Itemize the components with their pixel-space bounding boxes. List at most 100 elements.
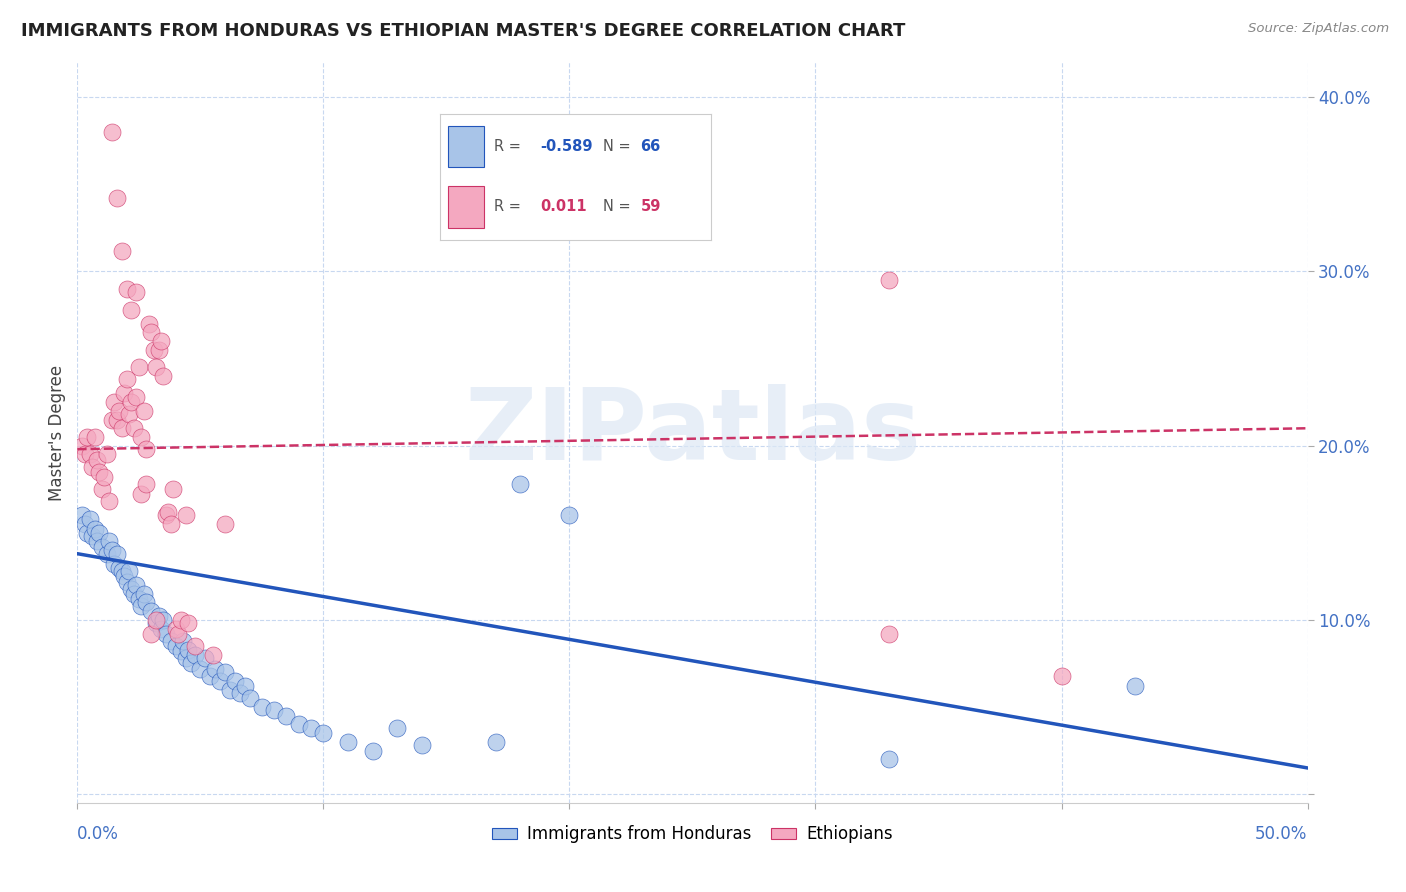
- Point: [125, 390, 148, 404]
- Point: [101, 543, 124, 558]
- Point: [129, 487, 153, 501]
- Point: [135, 477, 157, 491]
- Point: [103, 557, 125, 571]
- Point: [135, 442, 157, 457]
- Point: [209, 673, 232, 688]
- Point: [148, 343, 170, 357]
- Point: [165, 639, 187, 653]
- Point: [125, 285, 148, 300]
- Point: [145, 616, 167, 631]
- Point: [118, 564, 141, 578]
- Point: [111, 421, 132, 435]
- Point: [76, 430, 98, 444]
- Point: [250, 700, 273, 714]
- Point: [177, 616, 200, 631]
- Point: [145, 360, 167, 375]
- Point: [98, 494, 121, 508]
- Point: [194, 651, 217, 665]
- Point: [174, 508, 197, 523]
- Point: [98, 534, 121, 549]
- Point: [82, 529, 104, 543]
- Point: [879, 627, 901, 641]
- Point: [89, 465, 111, 479]
- Point: [105, 191, 128, 205]
- Point: [86, 452, 108, 467]
- Point: [150, 334, 173, 348]
- Point: [485, 735, 508, 749]
- Point: [112, 569, 135, 583]
- Point: [132, 404, 155, 418]
- Point: [233, 679, 256, 693]
- Point: [155, 627, 177, 641]
- Text: 50.0%: 50.0%: [1256, 825, 1308, 844]
- Point: [224, 673, 246, 688]
- Point: [125, 578, 148, 592]
- Point: [111, 244, 132, 258]
- Point: [121, 395, 143, 409]
- Point: [299, 721, 322, 735]
- Point: [165, 622, 187, 636]
- Point: [122, 421, 145, 435]
- Point: [135, 595, 157, 609]
- Point: [105, 547, 128, 561]
- Point: [129, 430, 153, 444]
- Point: [180, 657, 202, 671]
- Point: [89, 525, 111, 540]
- Point: [142, 343, 165, 357]
- Point: [312, 726, 335, 740]
- Point: [148, 609, 170, 624]
- Point: [79, 447, 101, 461]
- Point: [228, 686, 252, 700]
- Point: [509, 477, 531, 491]
- Point: [121, 302, 143, 317]
- Point: [167, 627, 190, 641]
- Y-axis label: Master's Degree: Master's Degree: [48, 365, 66, 500]
- Point: [129, 599, 153, 613]
- Point: [111, 564, 132, 578]
- Point: [200, 668, 222, 682]
- Point: [101, 412, 124, 426]
- Point: [1050, 668, 1073, 682]
- Point: [118, 407, 141, 421]
- Point: [152, 369, 174, 384]
- Point: [201, 648, 224, 662]
- Point: [115, 574, 138, 589]
- Point: [157, 505, 180, 519]
- Point: [1125, 679, 1147, 693]
- Point: [83, 522, 105, 536]
- Point: [204, 662, 226, 676]
- Point: [128, 592, 150, 607]
- Point: [361, 743, 384, 757]
- Point: [174, 651, 197, 665]
- Point: [219, 682, 242, 697]
- Point: [108, 404, 131, 418]
- Text: IMMIGRANTS FROM HONDURAS VS ETHIOPIAN MASTER'S DEGREE CORRELATION CHART: IMMIGRANTS FROM HONDURAS VS ETHIOPIAN MA…: [21, 22, 905, 40]
- Point: [115, 372, 138, 386]
- Point: [138, 317, 160, 331]
- Point: [132, 587, 155, 601]
- Point: [150, 622, 173, 636]
- Point: [86, 534, 108, 549]
- Point: [188, 662, 212, 676]
- Point: [160, 633, 183, 648]
- Point: [184, 648, 207, 662]
- Point: [101, 125, 124, 139]
- Point: [112, 386, 135, 401]
- Point: [121, 582, 143, 596]
- Point: [162, 482, 184, 496]
- Point: [141, 627, 163, 641]
- Point: [152, 613, 174, 627]
- Point: [558, 508, 581, 523]
- Point: [90, 482, 114, 496]
- Point: [128, 360, 150, 375]
- Point: [239, 691, 262, 706]
- Point: [214, 517, 236, 532]
- Point: [276, 708, 298, 723]
- Point: [141, 326, 163, 340]
- Text: Source: ZipAtlas.com: Source: ZipAtlas.com: [1249, 22, 1389, 36]
- Point: [115, 282, 138, 296]
- Point: [160, 517, 183, 532]
- Point: [73, 517, 96, 532]
- Legend: Immigrants from Honduras, Ethiopians: Immigrants from Honduras, Ethiopians: [485, 819, 900, 850]
- Point: [93, 470, 115, 484]
